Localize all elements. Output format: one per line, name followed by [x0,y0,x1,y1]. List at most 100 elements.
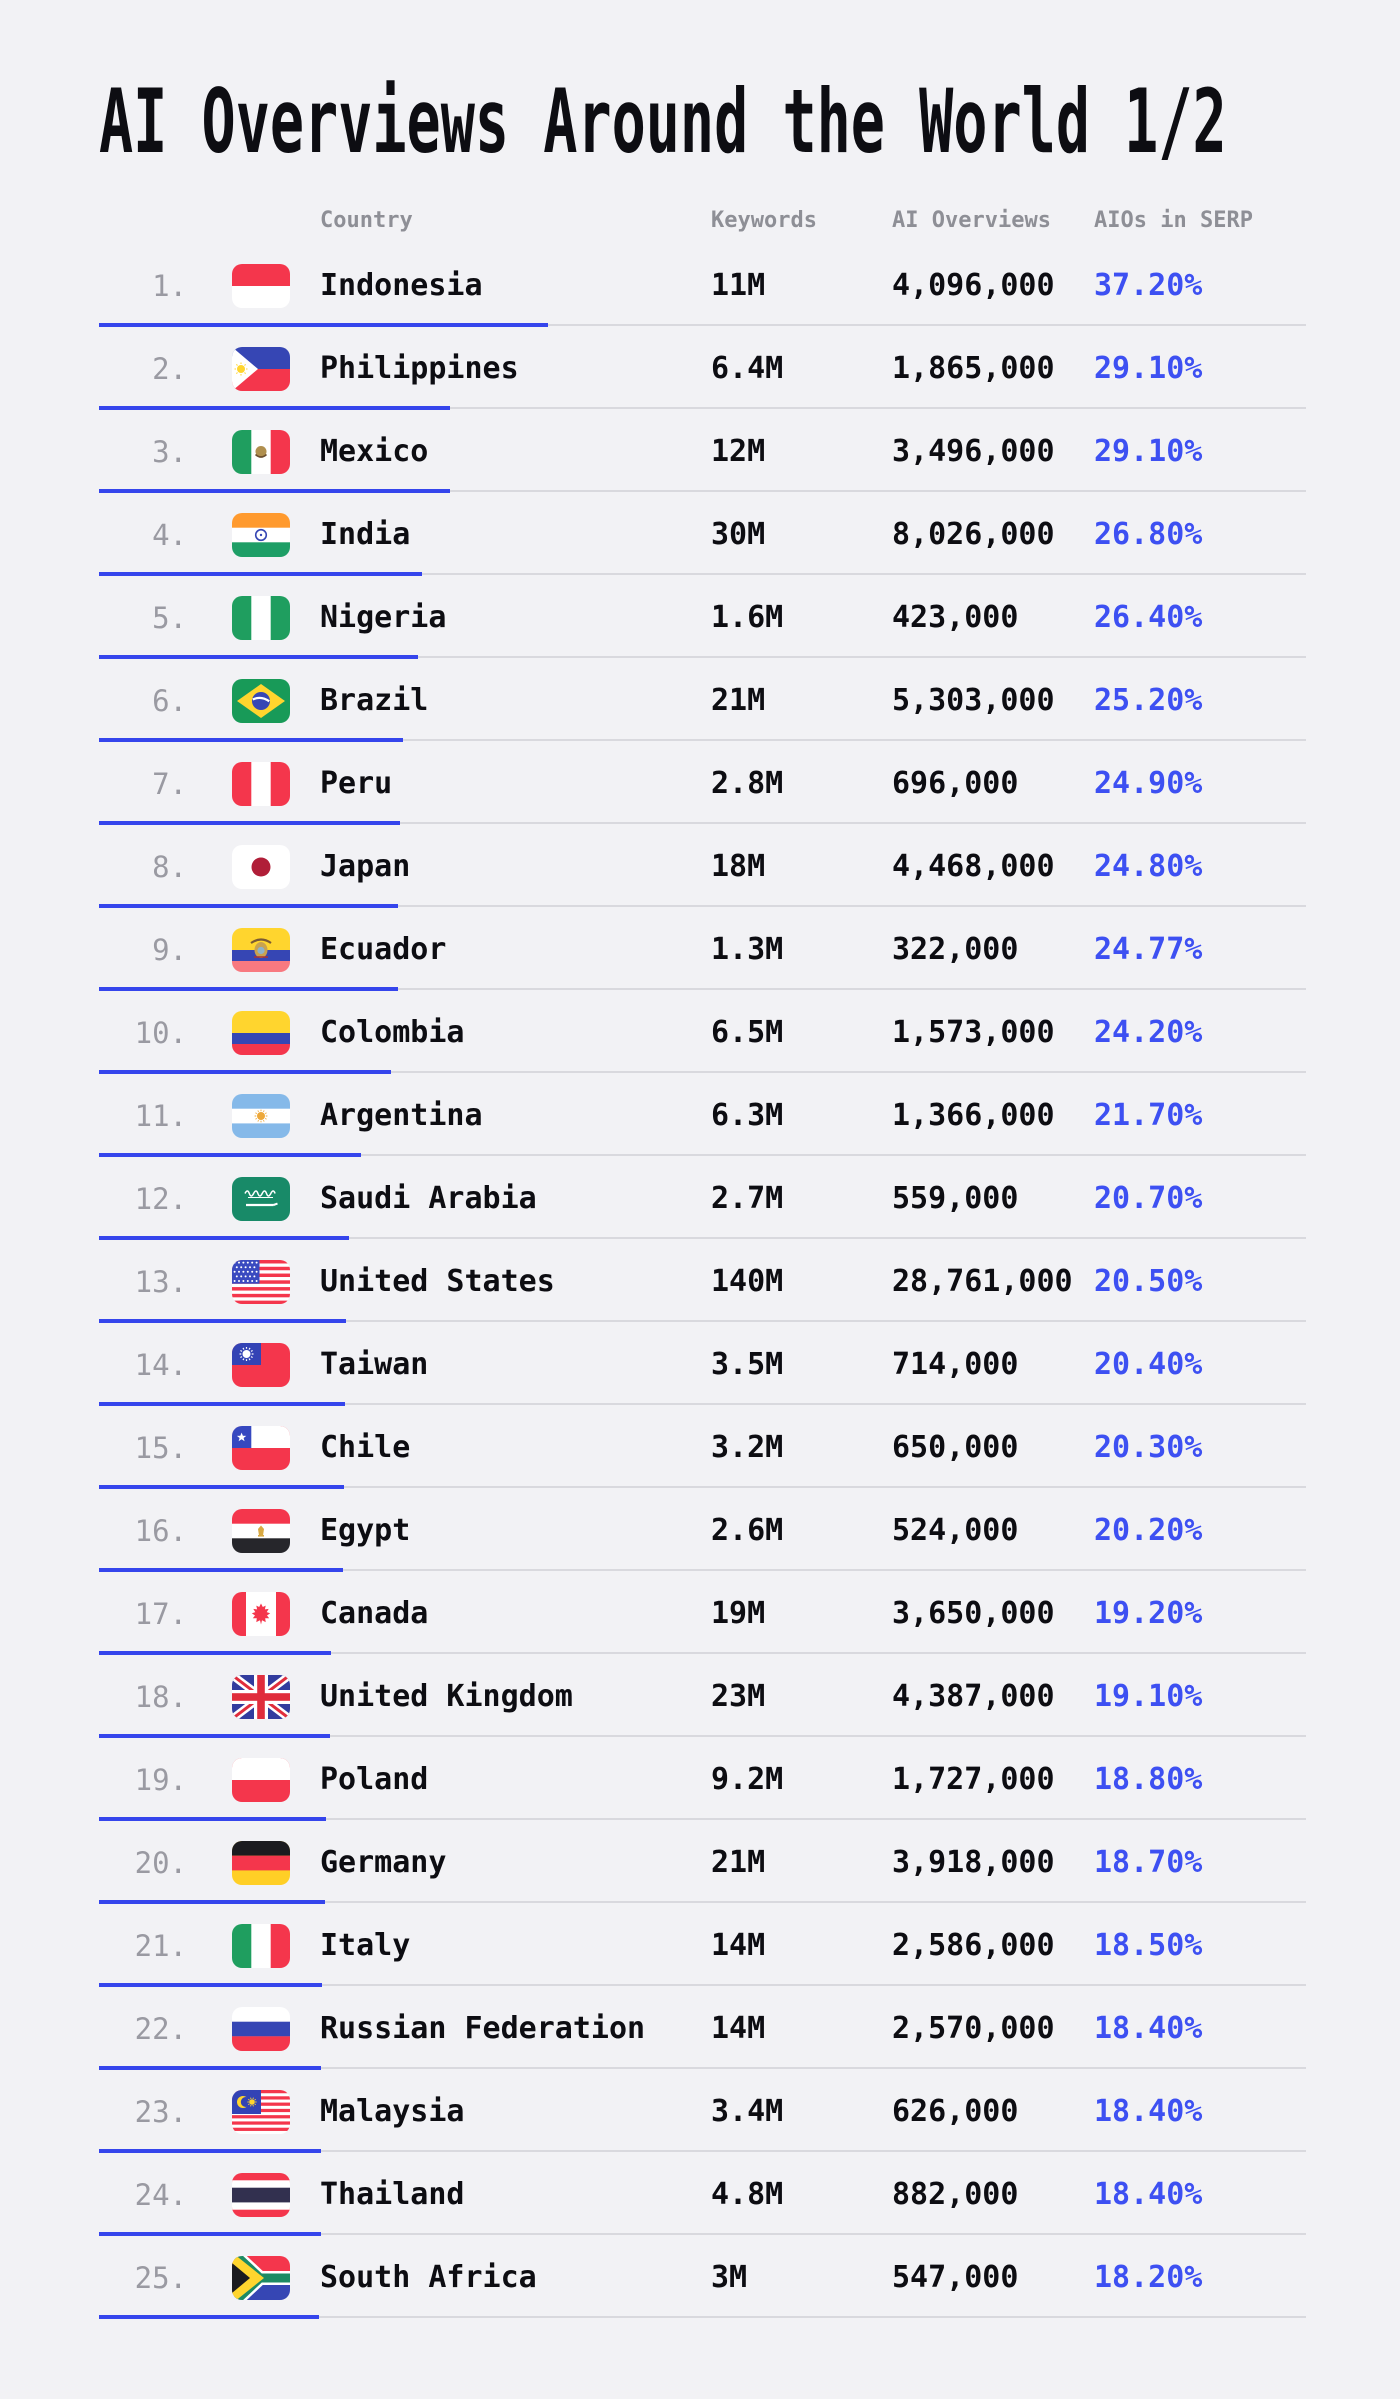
flag-mexico-icon [232,429,290,474]
rank-label: 22. [134,2011,187,2046]
country-name: Indonesia [320,268,483,303]
flag-cell [187,512,320,557]
bar-track [99,905,1306,907]
flag-cell [187,595,320,640]
flag-cell [187,346,320,391]
table-row: 1. Indonesia 11M 4,096,000 37.20% [99,244,1306,327]
table-row: 19. Poland 9.2M 1,727,000 18.80% [99,1738,1306,1821]
bar-track [99,2316,1306,2318]
aios-in-serp-value: 29.10% [1094,434,1203,469]
country-name: Philippines [320,351,519,386]
ai-overviews-value: 322,000 [892,932,1019,967]
ai-overviews-value: 4,468,000 [892,849,1055,884]
bar-track [99,1154,1306,1156]
keywords-value: 3M [711,2260,748,2295]
flag-philippines-icon [232,346,290,391]
keywords-value: 3.4M [711,2094,784,2129]
ai-overviews-value: 1,366,000 [892,1098,1055,1133]
table-row: 17. Canada 19M 3,650,000 19.20% [99,1572,1306,1655]
ai-overviews-value: 4,096,000 [892,268,1055,303]
rank-label: 8. [152,849,187,884]
bar-track [99,1652,1306,1654]
keywords-value: 140M [711,1264,784,1299]
bar-fill [99,738,404,742]
bar-fill [99,1236,349,1240]
ai-overviews-value: 3,650,000 [892,1596,1055,1631]
keywords-value: 12M [711,434,766,469]
aios-in-serp-value: 20.40% [1094,1347,1203,1382]
keywords-value: 23M [711,1679,766,1714]
bar-track [99,324,1306,326]
country-name: Chile [320,1430,411,1465]
serp-share-bar [99,1236,1306,1240]
bar-fill [99,821,400,825]
keywords-value: 14M [711,1928,766,1963]
country-name: Taiwan [320,1347,429,1382]
ai-overviews-value: 2,586,000 [892,1928,1055,1963]
ai-overviews-value: 714,000 [892,1347,1019,1382]
table-row: 23. Malaysia 3.4M 626,000 18.40% [99,2070,1306,2153]
aios-in-serp-value: 24.77% [1094,932,1203,967]
flag-cell [187,927,320,972]
bar-fill [99,1319,347,1323]
bar-track [99,1320,1306,1322]
keywords-value: 6.5M [711,1015,784,1050]
flag-cell [187,2172,320,2217]
aios-in-serp-value: 20.30% [1094,1430,1203,1465]
country-name: Russian Federation [320,2011,646,2046]
keywords-value: 9.2M [711,1762,784,1797]
flag-cell [187,844,320,889]
country-name: Egypt [320,1513,411,1548]
bar-fill [99,655,418,659]
country-name: Saudi Arabia [320,1181,537,1216]
ai-overviews-value: 650,000 [892,1430,1019,1465]
bar-track [99,988,1306,990]
country-name: United Kingdom [320,1679,573,1714]
table-row: 16. Egypt 2.6M 524,000 20.20% [99,1489,1306,1572]
aios-in-serp-value: 20.70% [1094,1181,1203,1216]
flag-italy-icon [232,1923,290,1968]
bar-track [99,822,1306,824]
keywords-value: 21M [711,683,766,718]
table-row: 10. Colombia 6.5M 1,573,000 24.20% [99,991,1306,1074]
flag-cell [187,1259,320,1304]
country-name: Nigeria [320,600,447,635]
bar-fill [99,2149,322,2153]
table-row: 4. India 30M 8,026,000 26.80% [99,493,1306,576]
ai-overviews-value: 423,000 [892,600,1019,635]
bar-fill [99,1402,346,1406]
rank-label: 14. [134,1347,187,1382]
ai-overviews-value: 3,496,000 [892,434,1055,469]
bar-track [99,1818,1306,1820]
rank-label: 10. [134,1015,187,1050]
ai-overviews-value: 696,000 [892,766,1019,801]
flag-cell [187,1757,320,1802]
table-row: 18. United Kingdom 23M 4,387,000 19.10% [99,1655,1306,1738]
country-name: Thailand [320,2177,465,2212]
keywords-value: 6.3M [711,1098,784,1133]
bar-track [99,656,1306,658]
bar-fill [99,489,451,493]
country-name: Mexico [320,434,429,469]
flag-united-states-icon [232,1259,290,1304]
rank-label: 15. [134,1430,187,1465]
keywords-value: 30M [711,517,766,552]
flag-cell [187,1508,320,1553]
bar-track [99,1569,1306,1571]
serp-share-bar [99,1153,1306,1157]
flag-south-africa-icon [232,2255,290,2300]
flag-germany-icon [232,1840,290,1885]
table-row: 2. Philippines 6.4M 1,865,000 29.10% [99,327,1306,410]
serp-share-bar [99,655,1306,659]
bar-fill [99,1153,361,1157]
aios-in-serp-value: 19.20% [1094,1596,1203,1631]
flag-cell [187,1176,320,1221]
ai-overviews-value: 547,000 [892,2260,1019,2295]
flag-united-kingdom-icon [232,1674,290,1719]
serp-share-bar [99,738,1306,742]
flag-taiwan-icon [232,1342,290,1387]
bar-fill [99,1817,326,1821]
flag-cell [187,1840,320,1885]
table-row: 21. Italy 14M 2,586,000 18.50% [99,1904,1306,1987]
aios-in-serp-value: 18.80% [1094,1762,1203,1797]
